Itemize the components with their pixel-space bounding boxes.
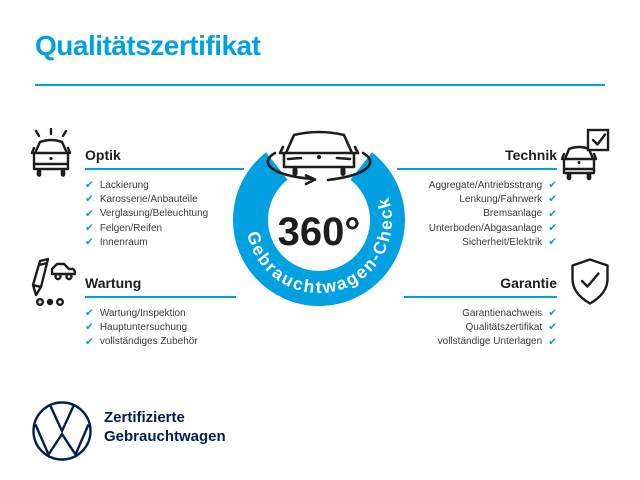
list-item-label: Wartung/Inspektion — [99, 307, 186, 319]
car-shine-icon — [30, 128, 72, 177]
section-divider — [85, 168, 244, 170]
check-icon: ✔ — [85, 307, 94, 320]
check-icon: ✔ — [548, 207, 557, 220]
list-item-label: Karosserie/Anbauteile — [99, 193, 198, 205]
list-item-label: Sicherheit/Elektrik — [462, 236, 543, 248]
list-item-label: Innenraum — [99, 236, 148, 248]
list-item-label: Lackierung — [99, 179, 149, 191]
check-icon: ✔ — [548, 321, 557, 334]
list-item: Sicherheit/Elektrik ✔ — [397, 235, 557, 249]
list-item: Aggregate/Antriebsstrang ✔ — [397, 178, 557, 192]
list-item: ✔ Wartung/Inspektion — [85, 306, 236, 320]
list-item: ✔ vollständiges Zubehör — [85, 335, 236, 349]
list-item-label: Hauptuntersuchung — [99, 321, 188, 333]
check-icon: ✔ — [85, 179, 94, 192]
list-item: ✔ Karosserie/Anbauteile — [85, 192, 244, 206]
vw-logo-icon — [32, 401, 92, 461]
check-icon: ✔ — [85, 193, 94, 206]
section-title-optik: Optik — [85, 147, 121, 163]
list-item: ✔ Lackierung — [85, 178, 244, 192]
list-item: Bremsanlage ✔ — [397, 207, 557, 221]
service-checklist-icon — [31, 257, 77, 307]
badge-ring — [233, 152, 405, 306]
check-icon: ✔ — [548, 335, 557, 348]
page-title: Qualitätszertifikat — [35, 30, 261, 61]
check-icon: ✔ — [548, 307, 557, 320]
check-icon: ✔ — [548, 236, 557, 249]
footer-brand-text: Zertifizierte Gebrauchtwagen — [104, 408, 226, 446]
section-wartung: Wartung ✔ Wartung/Inspektion ✔ Hauptunters… — [85, 276, 236, 349]
check-icon: ✔ — [85, 222, 94, 235]
list-item-label: Felgen/Reifen — [99, 222, 163, 234]
title-divider — [35, 84, 605, 86]
list-item: Garantienachweis ✔ — [404, 306, 557, 320]
badge-degrees: 360° — [278, 210, 361, 254]
section-title-garantie: Garantie — [500, 275, 557, 291]
list-item-label: Aggregate/Antriebsstrang — [428, 179, 543, 191]
list-item-label: vollständige Unterlagen — [437, 336, 543, 348]
check-icon: ✔ — [85, 321, 94, 334]
list-item: ✔ Innenraum — [85, 235, 244, 249]
section-divider — [85, 296, 236, 298]
list-item: Lenkung/Fahrwerk ✔ — [397, 192, 557, 206]
list-item: ✔ Felgen/Reifen — [85, 221, 244, 235]
check-icon: ✔ — [85, 236, 94, 249]
section-technik: Technik Aggregate/Antriebsstrang ✔ Lenkun… — [397, 148, 557, 249]
check-icon: ✔ — [85, 207, 94, 220]
list-item: vollständige Unterlagen ✔ — [404, 335, 557, 349]
list-item: Qualitätszertifikat ✔ — [404, 320, 557, 334]
360-check-badge: Gebrauchtwagen-Check 360° — [233, 130, 405, 306]
section-divider — [397, 168, 557, 170]
list-item-label: Bremsanlage — [483, 208, 543, 220]
section-title-wartung: Wartung — [85, 275, 142, 291]
list-item-label: Lenkung/Fahrwerk — [459, 193, 543, 205]
list-item-label: Unterboden/Abgasanlage — [428, 222, 543, 234]
shield-check-icon — [571, 258, 609, 305]
footer-brand-line1: Zertifizierte — [104, 409, 185, 426]
list-item: ✔ Hauptuntersuchung — [85, 320, 236, 334]
section-optik: Optik ✔ Lackierung ✔ Karosserie/Anbauteile… — [85, 148, 244, 249]
car-checkbox-icon — [560, 128, 610, 181]
car-360-rotation-icon — [266, 130, 372, 186]
list-item-label: Garantienachweis — [462, 307, 543, 319]
section-divider — [404, 296, 557, 298]
list-item: ✔ Verglasung/Beleuchtung — [85, 207, 244, 221]
list-item-label: Verglasung/Beleuchtung — [99, 208, 209, 220]
check-icon: ✔ — [85, 335, 94, 348]
footer-brand-line2: Gebrauchtwagen — [104, 428, 226, 445]
section-garantie: Garantie Garantienachweis ✔ Qualitätszert… — [404, 276, 557, 349]
list-item-label: Qualitätszertifikat — [465, 321, 543, 333]
check-icon: ✔ — [548, 179, 557, 192]
section-title-technik: Technik — [505, 147, 557, 163]
list-item-label: vollständiges Zubehör — [99, 336, 198, 348]
check-icon: ✔ — [548, 193, 557, 206]
list-item: Unterboden/Abgasanlage ✔ — [397, 221, 557, 235]
check-icon: ✔ — [548, 222, 557, 235]
